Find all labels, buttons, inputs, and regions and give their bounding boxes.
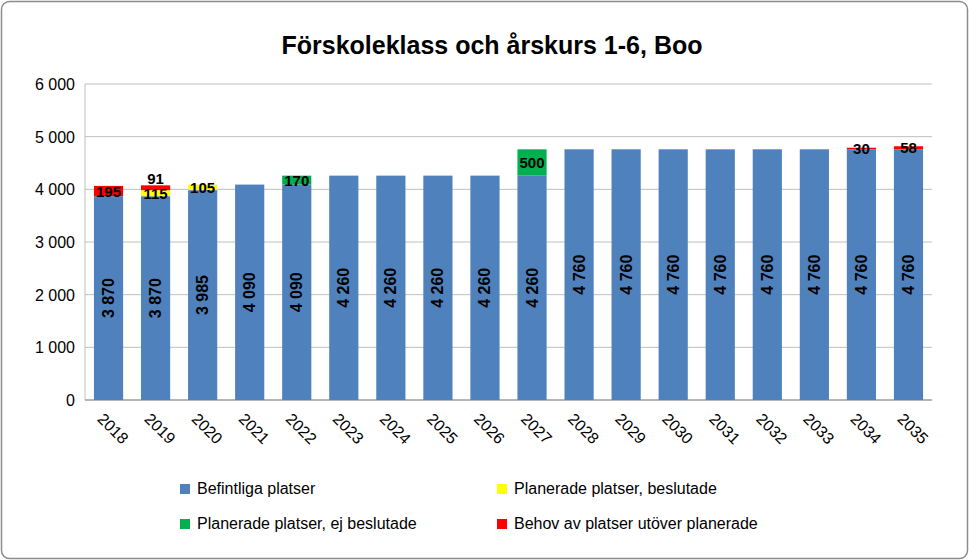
data-label: 4 760 [712,255,729,295]
bar-segment [94,196,123,400]
legend-item: Planerade platser, ej beslutade [180,515,417,532]
x-tick-label: 2021 [236,410,273,447]
data-label: 4 260 [429,268,446,308]
bar-segment [517,176,546,400]
data-label: 4 760 [618,255,635,295]
data-label: 105 [190,179,215,196]
x-tick-label: 2019 [141,410,178,447]
data-label: 4 260 [476,268,493,308]
x-tick-label: 2033 [800,410,837,447]
data-label: 4 090 [241,272,258,312]
legend-item: Befintliga platser [180,480,316,497]
legend-item: Planerade platser, beslutade [497,480,717,497]
bar-segment [141,196,170,400]
legend-item: Behov av platser utöver planerade [497,515,758,532]
x-tick-label: 2032 [753,410,790,447]
legend-label: Behov av platser utöver planerade [514,515,758,532]
legend-label: Planerade platser, beslutade [514,480,717,497]
bar-segment [376,176,405,400]
chart-frame [2,2,968,559]
data-label: 115 [143,185,167,202]
data-labels: 3 870 3 870 3 985 4 090 4 090 4 260 4 260 4 260… [96,139,917,318]
bars [94,146,923,400]
x-tick-label: 2025 [424,410,461,447]
bar-segment [329,176,358,400]
bar-segment [423,176,452,400]
x-tick-label: 2028 [565,410,602,447]
data-label: 4 260 [524,268,541,308]
y-axis [85,84,86,400]
x-tick-label: 2018 [94,410,131,447]
data-label: 3 870 [100,278,117,318]
bar-segment [847,149,876,400]
data-label: 4 760 [665,255,682,295]
x-tick-label: 2034 [847,410,884,447]
data-label: 58 [900,139,917,156]
y-tick-label: 2 000 [35,287,75,304]
chart: Förskoleklass och årskurs 1-6, Boo 0 1 000… [0,0,969,560]
x-tick-label: 2024 [377,410,414,447]
data-label: 195 [96,183,121,200]
data-label: 4 760 [900,255,917,295]
data-label: 500 [520,154,545,171]
x-tick-label: 2023 [330,410,367,447]
bar-segment [894,149,923,400]
data-label: 3 985 [194,275,211,315]
x-tick-label: 2020 [189,410,226,447]
grid-line [85,136,932,137]
legend-swatch [497,484,507,494]
y-tick-label: 3 000 [35,234,75,251]
bar-segment [612,149,641,400]
data-label: 4 260 [382,268,399,308]
x-tick-label: 2029 [612,410,649,447]
data-label: 30 [853,140,870,157]
data-label: 4 090 [288,272,305,312]
bar-segment [235,185,264,400]
legend-swatch [180,519,190,529]
x-tick-label: 2027 [518,410,555,447]
y-tick-label: 5 000 [35,129,75,146]
data-label: 4 760 [571,255,588,295]
data-label: 170 [284,172,309,189]
title: Förskoleklass och årskurs 1-6, Boo [281,31,702,59]
bar-segment [470,176,499,400]
legend-swatch [497,519,507,529]
y-tick-label: 4 000 [35,181,75,198]
legend-swatch [180,484,190,494]
data-label: 4 760 [806,255,823,295]
data-label: 3 870 [147,278,164,318]
x-tick-label: 2026 [471,410,508,447]
x-tick-label: 2030 [659,410,696,447]
bar-segment [282,185,311,400]
y-tick-label: 6 000 [35,76,75,93]
y-tick-label: 0 [66,392,75,409]
x-tick-label: 2022 [283,410,320,447]
y-tick-label: 1 000 [35,339,75,356]
data-label: 4 260 [335,268,352,308]
bar-segment [564,149,593,400]
x-tick-label: 2031 [706,410,743,447]
data-label: 4 760 [759,255,776,295]
bar-segment [753,149,782,400]
grid-line [85,84,932,85]
bar-segment [188,190,217,400]
legend-label: Befintliga platser [197,480,316,497]
data-label: 4 760 [853,255,870,295]
data-label: 91 [147,170,164,187]
bar-segment [706,149,735,400]
bar-segment [659,149,688,400]
bar-segment [800,149,829,400]
legend-label: Planerade platser, ej beslutade [197,515,417,532]
bar-segment [517,149,546,175]
x-tick-label: 2035 [894,410,931,447]
